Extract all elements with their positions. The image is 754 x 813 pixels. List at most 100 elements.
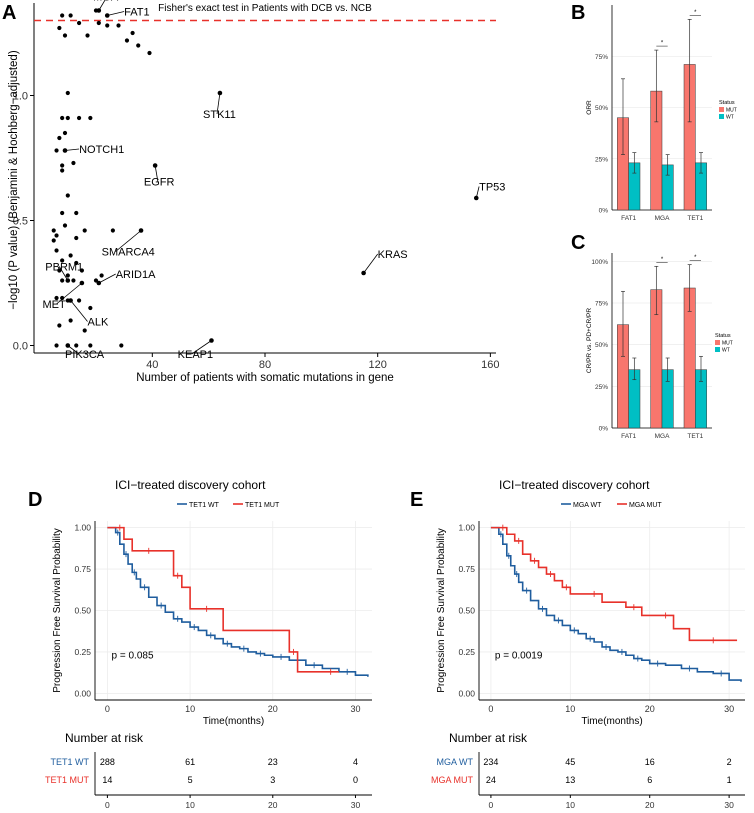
y-tick-label: 0.75 — [74, 564, 91, 574]
data-point — [54, 295, 59, 301]
risk-count: 45 — [565, 757, 575, 767]
panel-d-km-tet1: D ICI−treated discovery cohort TET1 WT TET1… — [28, 478, 372, 810]
label-connector — [70, 300, 88, 322]
x-axis-label: Time(months) — [581, 716, 642, 727]
y-tick-label: 100% — [591, 259, 608, 266]
label-connector — [56, 282, 83, 305]
gene-label: KEAP1 — [178, 349, 213, 361]
label-connector — [107, 11, 125, 16]
legend-swatch — [715, 347, 720, 352]
data-point — [65, 273, 70, 278]
legend-label: MGA WT — [573, 502, 602, 509]
y-axis-label: CR/PR vs. PD+CR/PR — [586, 308, 593, 373]
data-point — [60, 163, 65, 168]
data-point — [76, 298, 82, 303]
risk-table-title: Number at risk — [65, 731, 144, 745]
data-point — [130, 30, 135, 36]
risk-count: 4 — [353, 757, 358, 767]
panel-c-response-bar-chart: C 0% 25% 50% 75% 100% FAT1 MGA * TET1 * CR/PR vs. P… — [571, 232, 733, 440]
risk-row-name: MGA MUT — [431, 775, 474, 785]
label-connector — [58, 266, 69, 281]
y-tick-label: 0.0 — [13, 341, 28, 353]
label-connector — [154, 165, 159, 182]
data-point — [54, 233, 59, 238]
gene-label: EGFR — [144, 177, 175, 189]
data-point — [60, 278, 65, 283]
risk-x-tick-label: 20 — [645, 800, 655, 810]
x-tick-label: 10 — [185, 704, 195, 714]
risk-x-tick-label: 0 — [489, 800, 494, 810]
data-point — [51, 238, 56, 243]
chart-title: ICI−treated discovery cohort — [115, 478, 266, 492]
x-tick-label: 120 — [369, 359, 387, 371]
x-tick-label: 0 — [488, 704, 493, 714]
data-point — [74, 343, 79, 348]
km-curve-tet1-mut — [107, 526, 339, 673]
significance-star: * — [694, 255, 697, 261]
data-point — [60, 295, 65, 301]
y-axis-label: Progression Free Survival Probability — [52, 528, 63, 693]
gene-label: MGA — [93, 0, 119, 4]
x-tick-label: TET1 — [687, 215, 703, 222]
data-point — [65, 90, 70, 96]
panel-label: D — [28, 489, 42, 511]
legend-label: MUT — [722, 341, 733, 347]
legend-label: TET1 MUT — [245, 502, 280, 509]
data-point — [60, 258, 65, 263]
data-point — [60, 115, 65, 121]
data-point — [68, 13, 73, 18]
label-connector — [98, 0, 106, 11]
y-tick-label: 0.50 — [458, 606, 475, 616]
x-tick-label: FAT1 — [621, 433, 636, 440]
y-tick-label: 50% — [595, 105, 608, 112]
risk-table-title: Number at risk — [449, 731, 528, 745]
p-value: p = 0.085 — [112, 651, 154, 662]
y-axis-label: −log10 (P value) (Benjamini & Hochberg−a… — [8, 50, 20, 309]
panel-label: C — [571, 232, 585, 254]
x-axis-label: Time(months) — [203, 716, 264, 727]
y-tick-label: 0.25 — [458, 647, 475, 657]
label-connector — [216, 92, 221, 115]
data-point — [68, 318, 73, 323]
data-point — [62, 33, 68, 38]
risk-count: 288 — [100, 757, 115, 767]
significance-star: * — [661, 41, 664, 47]
risk-count: 1 — [727, 775, 732, 785]
data-point — [65, 115, 70, 121]
risk-x-tick-label: 20 — [268, 800, 278, 810]
x-tick-label: MGA — [655, 215, 670, 222]
km-curve-tet1-wt — [107, 526, 369, 677]
x-tick-label: MGA — [655, 433, 670, 440]
y-tick-label: 75% — [595, 301, 608, 308]
data-point — [74, 235, 79, 241]
data-point — [82, 228, 87, 233]
risk-x-tick-label: 0 — [105, 800, 110, 810]
data-point — [74, 210, 79, 216]
risk-x-tick-label: 30 — [724, 800, 734, 810]
gene-label: ALK — [88, 317, 109, 329]
legend-swatch — [719, 107, 724, 112]
labeled-point — [96, 280, 102, 286]
risk-count: 23 — [268, 757, 278, 767]
data-point — [136, 43, 141, 48]
data-point — [82, 328, 87, 333]
data-point — [119, 343, 124, 348]
risk-count: 5 — [188, 775, 193, 785]
x-tick-label: 30 — [350, 704, 360, 714]
label-connector — [64, 148, 80, 151]
data-point — [110, 228, 115, 233]
legend-label: MGA MUT — [629, 502, 662, 509]
risk-count: 61 — [185, 757, 195, 767]
data-point — [62, 130, 68, 136]
data-point — [76, 20, 82, 26]
panel-a-scatter: A Fisher's exact test in Patients with DC… — [2, 0, 505, 384]
y-axis-label: ORR — [586, 100, 593, 115]
data-point — [124, 38, 130, 43]
legend-title: Status — [719, 100, 735, 106]
risk-row-name: TET1 WT — [51, 757, 90, 767]
data-point — [62, 223, 68, 228]
data-point — [57, 268, 62, 273]
y-tick-label: 25% — [595, 384, 608, 391]
labeled-point — [104, 13, 110, 18]
